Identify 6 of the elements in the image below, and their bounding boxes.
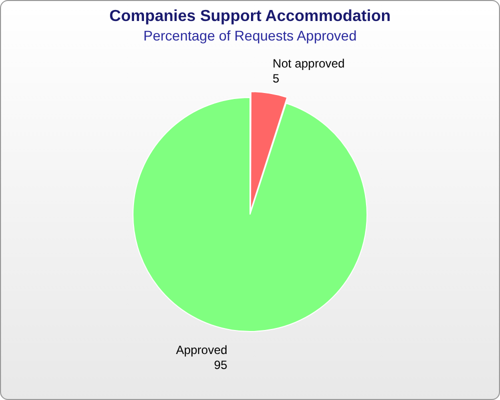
chart-subtitle: Percentage of Requests Approved	[143, 27, 357, 44]
data-label: 5	[272, 72, 280, 86]
data-label: 95	[214, 358, 228, 372]
slice-label: Approved	[176, 343, 228, 358]
chart-title: Companies Support Accommodation	[109, 8, 391, 26]
slice-label: Not approved	[272, 56, 345, 71]
